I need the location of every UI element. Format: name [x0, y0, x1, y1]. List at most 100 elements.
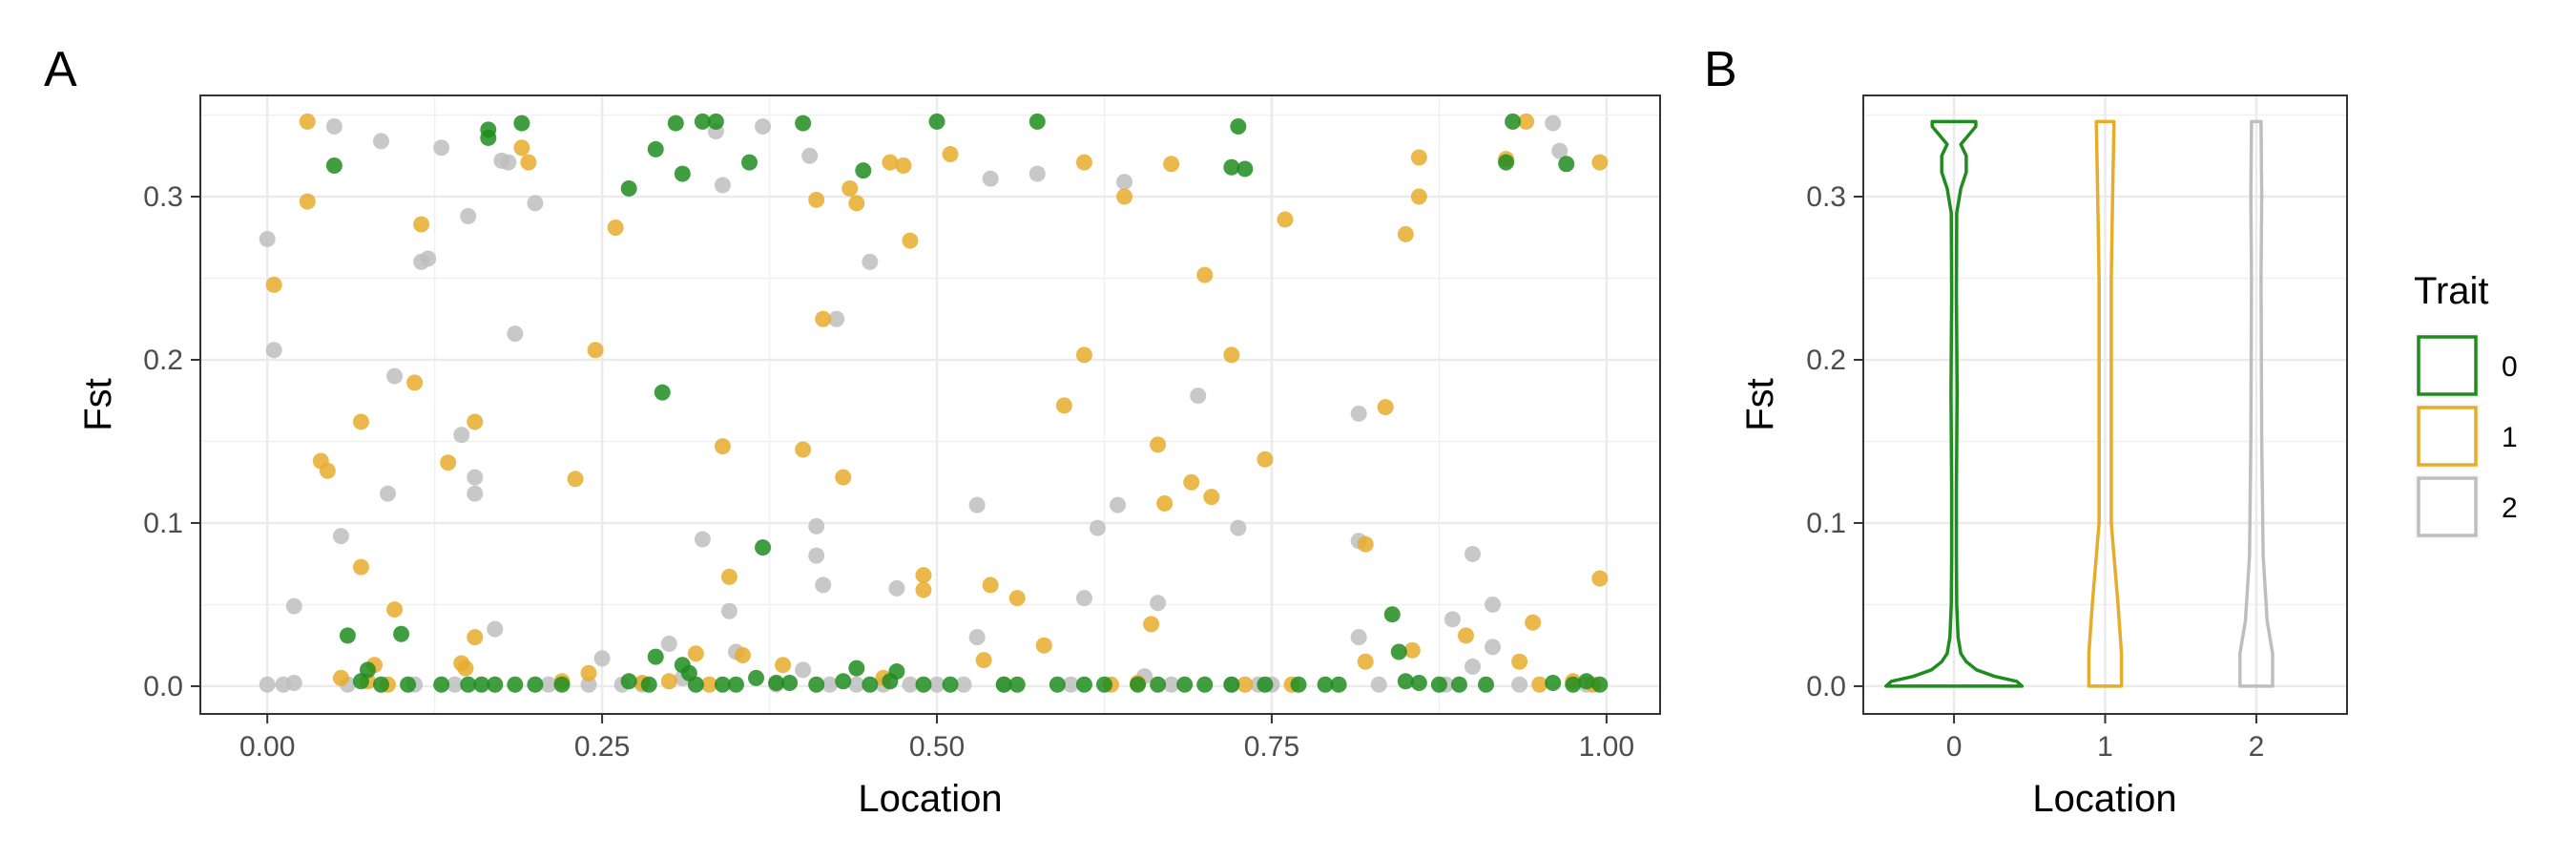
scatter-point-trait-2	[467, 469, 484, 486]
scatter-point-trait-0	[620, 673, 637, 690]
scatter-point-trait-1	[1525, 614, 1542, 631]
x-tick-label: 0.50	[909, 731, 965, 763]
scatter-point-trait-2	[265, 342, 282, 359]
scatter-point-trait-1	[982, 576, 999, 594]
scatter-point-trait-2	[1485, 596, 1502, 613]
scatter-point-trait-2	[955, 676, 972, 693]
violin-panel: B 0 1 2 0.0 0.1 0.2 0.3 Location Fst	[1704, 42, 2348, 820]
scatter-point-trait-0	[1450, 676, 1467, 693]
scatter-point-trait-0	[480, 121, 497, 138]
scatter-point-trait-1	[1403, 641, 1421, 659]
scatter-point-trait-0	[781, 675, 799, 692]
scatter-point-trait-1	[1410, 149, 1427, 166]
scatter-point-trait-2	[1075, 590, 1092, 607]
scatter-point-trait-0	[862, 676, 879, 693]
scatter-point-trait-0	[795, 115, 812, 132]
scatter-point-trait-1	[1591, 570, 1609, 587]
scatter-point-trait-2	[1464, 658, 1481, 675]
scatter-point-trait-1	[1055, 397, 1072, 414]
scatter-point-trait-0	[942, 676, 959, 693]
violin-gridlines	[1863, 95, 2347, 714]
scatter-point-trait-0	[325, 157, 343, 175]
scatter-point-trait-1	[841, 179, 859, 197]
scatter-ticks: 0.00 0.25 0.50 0.75 1.00 0.0 0.1 0.2 0.3	[143, 181, 1634, 763]
scatter-point-trait-0	[1130, 676, 1147, 693]
scatter-point-trait-0	[835, 673, 852, 690]
legend-label: 2	[2502, 492, 2518, 524]
scatter-point-trait-1	[1377, 399, 1394, 416]
violin-shapes	[1884, 119, 2275, 688]
x-tick-label: 1.00	[1579, 731, 1634, 763]
scatter-point-trait-0	[1317, 676, 1334, 693]
scatter-point-trait-1	[406, 374, 424, 391]
scatter-point-trait-0	[855, 162, 872, 179]
scatter-point-trait-0	[553, 676, 571, 693]
scatter-point-trait-2	[1028, 165, 1046, 182]
scatter-point-trait-1	[835, 469, 852, 486]
x-tick-label: 0.00	[239, 731, 295, 763]
scatter-point-trait-2	[453, 427, 470, 444]
scatter-point-trait-1	[720, 568, 737, 585]
scatter-point-trait-0	[1257, 676, 1274, 693]
scatter-point-trait-1	[1223, 346, 1240, 364]
scatter-point-trait-2	[720, 602, 737, 619]
scatter-point-trait-1	[1150, 436, 1167, 453]
scatter-point-trait-1	[299, 113, 316, 130]
scatter-point-trait-1	[1075, 154, 1092, 171]
scatter-point-trait-0	[1095, 676, 1112, 693]
violin-trait-1	[2087, 119, 2124, 688]
scatter-point-trait-0	[640, 676, 657, 693]
scatter-point-trait-2	[527, 195, 544, 212]
scatter-point-trait-2	[795, 661, 812, 679]
scatter-point-trait-2	[259, 676, 276, 693]
violin-trait-2	[2238, 119, 2275, 688]
scatter-x-axis-title: Location	[858, 778, 1002, 820]
scatter-point-trait-0	[359, 661, 376, 679]
scatter-point-trait-2	[507, 325, 524, 343]
scatter-point-trait-0	[755, 539, 772, 556]
scatter-point-trait-0	[667, 115, 684, 132]
scatter-point-trait-1	[299, 193, 316, 210]
scatter-point-trait-2	[500, 154, 517, 171]
scatter-point-trait-0	[654, 384, 671, 401]
scatter-point-trait-1	[942, 146, 959, 163]
scatter-point-trait-1	[1357, 653, 1374, 670]
scatter-point-trait-1	[332, 669, 349, 686]
y-tick-label: 0.3	[1806, 181, 1846, 213]
scatter-point-trait-0	[1008, 676, 1026, 693]
scatter-point-trait-2	[372, 133, 389, 150]
scatter-point-trait-1	[848, 195, 865, 212]
scatter-point-trait-1	[580, 664, 597, 681]
scatter-point-trait-1	[1156, 494, 1174, 512]
scatter-point-trait-2	[467, 485, 484, 502]
scatter-point-trait-2	[580, 676, 597, 693]
scatter-point-trait-2	[1163, 676, 1180, 693]
scatter-point-trait-2	[447, 676, 464, 693]
scatter-point-trait-2	[285, 597, 302, 615]
scatter-point-trait-2	[1551, 142, 1568, 159]
scatter-point-trait-0	[1223, 158, 1240, 176]
scatter-point-trait-0	[1478, 676, 1495, 693]
scatter-point-trait-1	[467, 413, 484, 430]
legend-items: 0 1 2	[2415, 333, 2518, 539]
scatter-point-trait-0	[1028, 113, 1046, 130]
scatter-point-trait-1	[1511, 653, 1528, 670]
scatter-point-trait-1	[915, 567, 932, 584]
scatter-point-trait-1	[775, 657, 792, 674]
scatter-point-trait-0	[727, 676, 744, 693]
scatter-point-trait-1	[808, 191, 825, 208]
scatter-point-trait-1	[520, 154, 537, 171]
scatter-point-trait-2	[1190, 388, 1207, 405]
scatter-point-trait-0	[1176, 676, 1194, 693]
scatter-point-trait-2	[862, 253, 879, 270]
scatter-point-trait-0	[694, 113, 711, 130]
panel-label-b: B	[1704, 42, 1737, 97]
violin-ticks: 0 1 2 0.0 0.1 0.2 0.3	[1806, 181, 2264, 763]
scatter-point-trait-1	[1196, 266, 1214, 283]
scatter-point-trait-1	[975, 652, 992, 669]
scatter-point-trait-2	[755, 117, 772, 135]
scatter-point-trait-0	[928, 113, 945, 130]
scatter-point-trait-1	[352, 413, 369, 430]
scatter-point-trait-0	[1498, 154, 1515, 171]
x-tick-label: 0.25	[574, 731, 630, 763]
